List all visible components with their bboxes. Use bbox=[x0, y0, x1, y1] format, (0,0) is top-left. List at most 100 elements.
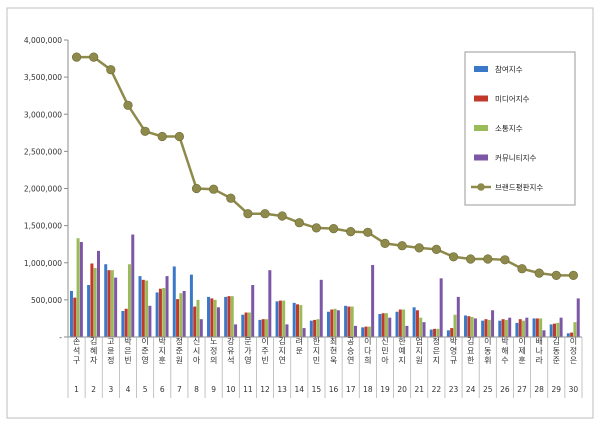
bar bbox=[247, 312, 251, 337]
x-category-number: 29 bbox=[552, 385, 562, 394]
x-category-char: 정 bbox=[570, 346, 577, 356]
x-category-char: 정 bbox=[107, 355, 114, 365]
bar bbox=[97, 250, 100, 337]
bar bbox=[319, 279, 323, 337]
bar bbox=[467, 316, 471, 337]
bar bbox=[501, 319, 505, 337]
bar bbox=[525, 317, 529, 337]
x-category-char: 김 bbox=[467, 336, 474, 346]
bar bbox=[110, 270, 114, 337]
bar bbox=[522, 320, 526, 337]
bar bbox=[481, 320, 485, 337]
bar bbox=[364, 326, 368, 337]
x-category-char: 석 bbox=[227, 355, 234, 365]
x-category-char: 이 bbox=[141, 336, 148, 346]
x-category-char: 이 bbox=[484, 336, 491, 346]
x-category-char: 지 bbox=[398, 356, 405, 365]
bar bbox=[539, 318, 543, 337]
x-category-char: 동 bbox=[553, 347, 560, 356]
x-category-char: 훈 bbox=[159, 355, 166, 365]
x-category-number: 24 bbox=[466, 385, 476, 394]
bar bbox=[189, 274, 193, 337]
bar bbox=[114, 277, 118, 337]
x-category-char: 라 bbox=[535, 356, 543, 365]
bar bbox=[405, 325, 409, 337]
bar bbox=[145, 280, 149, 337]
bar bbox=[532, 318, 536, 337]
bar bbox=[207, 296, 211, 337]
x-category-number: 21 bbox=[414, 385, 424, 394]
x-category-number: 10 bbox=[226, 385, 236, 394]
x-category-char: 욱 bbox=[330, 356, 337, 365]
x-category-char: 훈 bbox=[518, 355, 525, 365]
brand-index-point bbox=[71, 52, 82, 62]
x-category-char: 김 bbox=[90, 336, 97, 346]
brand-index-point bbox=[157, 131, 167, 142]
brand-index-point bbox=[311, 223, 322, 233]
x-category-char: 이 bbox=[261, 336, 268, 346]
bar bbox=[415, 310, 419, 337]
bar bbox=[76, 238, 80, 337]
y-tick-label: 3,500,000 bbox=[24, 73, 62, 82]
x-category-char: 해 bbox=[501, 346, 508, 356]
bar bbox=[378, 313, 382, 337]
x-category-char: 지 bbox=[416, 347, 423, 356]
bar bbox=[361, 327, 365, 337]
x-category-char: 다 bbox=[364, 347, 372, 356]
x-category-number: 23 bbox=[449, 385, 459, 394]
x-axis: 손 석 구1김 혜 자2고 윤 정3박 은 빈4이 준 영5박 지 훈6정 준 원7신 시 아8노 정 의9강 유 석1… bbox=[67, 336, 583, 398]
x-category-char: 한 bbox=[313, 337, 321, 346]
brand-index-point bbox=[329, 224, 339, 234]
x-category-char: 영 bbox=[450, 346, 457, 356]
x-category-char: 유 bbox=[227, 347, 234, 356]
x-category-number: 1 bbox=[74, 385, 79, 394]
x-category-char: 노 bbox=[210, 337, 217, 346]
bar bbox=[436, 328, 440, 337]
brand-index-point bbox=[551, 270, 561, 281]
brand-index-point bbox=[568, 270, 579, 281]
legend-marker bbox=[477, 183, 485, 191]
bar bbox=[419, 317, 423, 337]
bar bbox=[515, 322, 519, 337]
x-category-char: 이 bbox=[364, 336, 371, 346]
legend-swatch bbox=[474, 95, 488, 102]
x-category-char: 려 bbox=[296, 336, 303, 346]
x-category-char: 공 bbox=[347, 337, 354, 346]
brand-index-point bbox=[106, 65, 116, 75]
bar bbox=[433, 328, 437, 337]
x-category-char: 배 bbox=[535, 337, 542, 346]
x-category-char: 구 bbox=[73, 356, 80, 365]
x-category-number: 19 bbox=[380, 385, 390, 394]
bar bbox=[439, 278, 443, 337]
y-tick-label: 1,500,000 bbox=[24, 222, 62, 231]
x-category-char: 요 bbox=[467, 347, 474, 356]
x-category-char: 연 bbox=[278, 356, 285, 365]
brand-index-point bbox=[191, 183, 202, 194]
x-category-char: 석 bbox=[73, 346, 80, 356]
bar bbox=[336, 310, 340, 337]
bar bbox=[487, 319, 491, 337]
x-category-number: 14 bbox=[295, 385, 305, 394]
bar bbox=[162, 288, 166, 337]
brand-index-point bbox=[363, 227, 373, 237]
bar bbox=[241, 314, 245, 337]
bar bbox=[570, 332, 574, 337]
x-category-char: 이 bbox=[570, 336, 577, 346]
x-category-char: 정 bbox=[210, 346, 217, 356]
bar bbox=[371, 264, 375, 337]
x-category-char: 운 bbox=[296, 347, 303, 356]
x-category-char: 빈 bbox=[261, 356, 268, 365]
bar bbox=[121, 311, 125, 337]
x-category-char: 한 bbox=[398, 337, 406, 346]
